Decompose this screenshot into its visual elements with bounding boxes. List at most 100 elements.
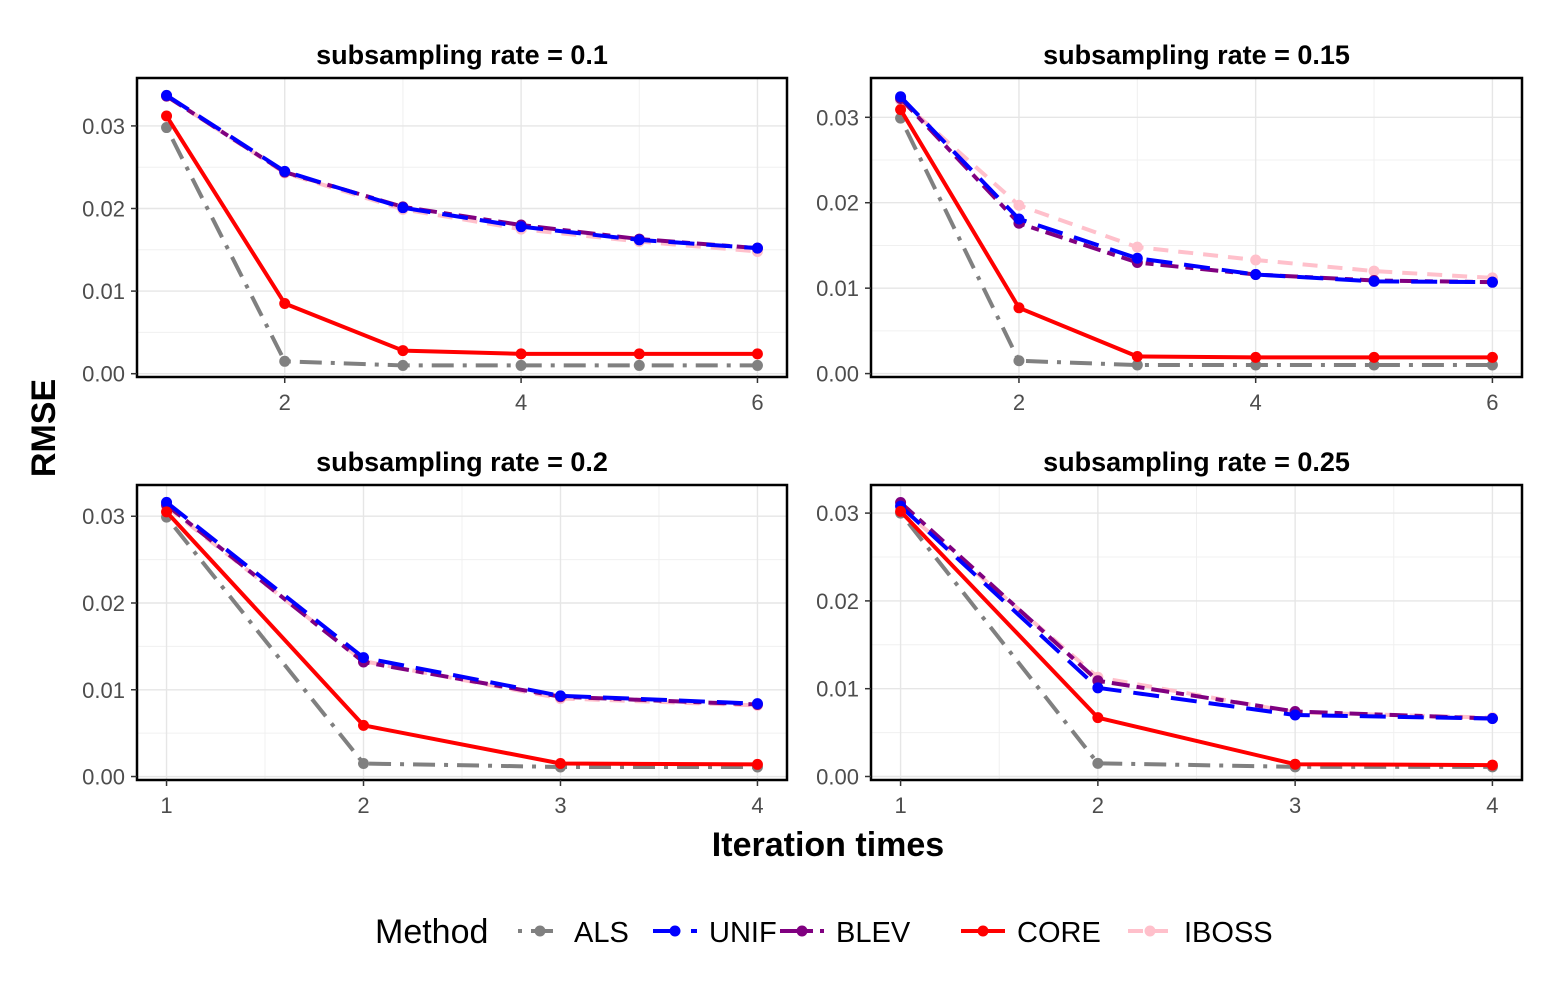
data-point-core (895, 104, 907, 116)
data-point-unif (895, 91, 907, 103)
data-point-unif (515, 221, 527, 233)
y-tick-label: 0.00 (82, 765, 125, 790)
y-tick-label: 0.01 (816, 276, 859, 301)
data-point-als (161, 122, 173, 134)
panels: subsampling rate = 0.1 0.00 0.01 0.02 0.03 2 4… (82, 40, 1524, 818)
data-point-core (1092, 712, 1104, 724)
series-line-blev (899, 501, 1493, 721)
data-point-core (554, 758, 566, 770)
data-point-iboss (1013, 199, 1025, 211)
data-point-als (1013, 355, 1025, 367)
data-point-unif (1486, 713, 1498, 725)
data-point-core (1250, 351, 1262, 363)
data-point-unif (1250, 268, 1262, 280)
series-line-unif (165, 93, 758, 251)
x-tick-label: 4 (515, 390, 527, 415)
panel-1: subsampling rate = 0.1 0.00 0.01 0.02 0.03 2 4… (82, 40, 789, 415)
y-tick-label: 0.03 (816, 105, 859, 130)
panel-border (135, 483, 789, 782)
panel-grid (871, 485, 1522, 780)
data-point-core (895, 505, 907, 517)
x-tick-label: 2 (1013, 390, 1025, 415)
data-point-core (161, 506, 173, 518)
data-point-unif (633, 234, 645, 246)
legend-item-als: ALS (518, 917, 629, 949)
y-axis: 0.00 0.01 0.02 0.03 (816, 105, 871, 387)
legend-key-point (977, 925, 989, 937)
data-point-unif (1486, 276, 1498, 288)
series-line-unif (165, 500, 758, 706)
y-tick-label: 0.00 (816, 362, 859, 387)
series-line-unif (899, 504, 1493, 721)
x-tick-label: 4 (751, 793, 763, 818)
data-point-core (1486, 759, 1498, 771)
legend-key-point (1144, 925, 1156, 937)
y-tick-label: 0.00 (816, 764, 859, 789)
data-point-unif (161, 496, 173, 508)
data-point-unif (1131, 252, 1143, 264)
data-point-unif (1013, 213, 1025, 225)
data-point-als (279, 355, 291, 367)
panel-grid (137, 78, 787, 377)
x-axis: 2 4 6 (279, 377, 764, 415)
data-point-core (358, 719, 370, 731)
panel-series (161, 496, 763, 773)
data-point-iboss (1368, 265, 1380, 277)
x-axis-title: Iteration times (712, 826, 944, 864)
y-axis-title: RMSE (25, 379, 63, 477)
panel-border (869, 76, 1524, 379)
data-point-iboss (1131, 241, 1143, 253)
data-point-unif (1092, 682, 1104, 694)
legend-label: BLEV (836, 917, 911, 949)
panel-series (895, 497, 1498, 773)
legend-title: Method (375, 913, 488, 951)
x-tick-label: 6 (1486, 390, 1498, 415)
data-point-als (1131, 359, 1143, 371)
y-tick-label: 0.02 (82, 197, 125, 222)
legend-label: ALS (574, 917, 629, 949)
data-point-als (1486, 359, 1498, 371)
panel-grid (137, 485, 787, 780)
x-tick-label: 2 (279, 390, 291, 415)
data-point-als (515, 359, 527, 371)
legend-key-point (534, 925, 546, 937)
data-point-core (279, 297, 291, 309)
y-tick-label: 0.03 (82, 114, 125, 139)
y-tick-label: 0.03 (816, 501, 859, 526)
data-point-unif (751, 698, 763, 710)
data-point-als (358, 758, 370, 770)
legend-item-core: CORE (961, 917, 1101, 949)
panel-border (869, 483, 1524, 782)
data-point-als (633, 359, 645, 371)
legend-label: IBOSS (1184, 917, 1273, 949)
panel-title: subsampling rate = 0.25 (1043, 447, 1350, 477)
legend-key-point (796, 925, 808, 937)
series-line-unif (899, 95, 1493, 285)
y-tick-label: 0.02 (816, 191, 859, 216)
panel-grid (871, 78, 1522, 377)
series-line-blev (165, 94, 758, 251)
x-tick-label: 2 (1092, 793, 1104, 818)
series-line-core (898, 108, 1493, 360)
series-line-als (899, 511, 1493, 769)
x-tick-label: 3 (554, 793, 566, 818)
y-tick-label: 0.00 (82, 362, 125, 387)
data-point-unif (161, 89, 173, 101)
data-point-unif (554, 690, 566, 702)
data-point-core (397, 345, 409, 357)
x-axis: 1 2 3 4 (160, 780, 764, 818)
data-point-core (751, 348, 763, 360)
data-point-unif (1289, 709, 1301, 721)
series-line-iboss (165, 94, 758, 254)
data-point-unif (1368, 275, 1380, 287)
panel-4: subsampling rate = 0.25 0.00 0.01 0.02 0.03 1… (816, 447, 1524, 818)
y-tick-label: 0.02 (816, 589, 859, 614)
x-tick-label: 1 (160, 793, 172, 818)
data-point-core (633, 348, 645, 360)
panel-title: subsampling rate = 0.2 (316, 447, 608, 477)
x-tick-label: 2 (357, 793, 369, 818)
series-line-als (164, 515, 758, 769)
data-point-als (397, 359, 409, 371)
data-point-als (1368, 359, 1380, 371)
panel-title: subsampling rate = 0.1 (316, 40, 608, 70)
